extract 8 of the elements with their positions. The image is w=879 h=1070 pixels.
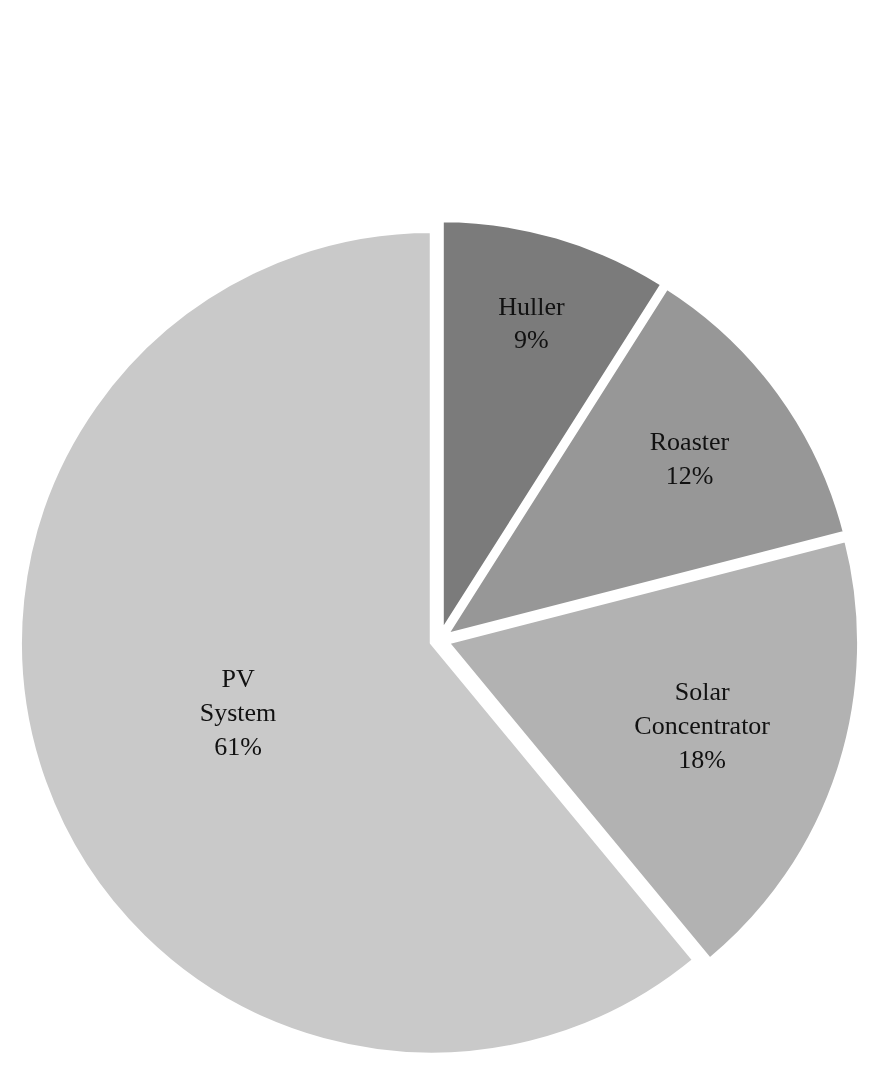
data-label: 12% [665,460,714,490]
slice-label: Solar Concentrator [634,677,771,740]
slice-label: PV System [199,664,277,728]
data-label: 18% [678,744,726,774]
data-label: 9% [514,325,549,355]
data-label: 61% [214,731,262,761]
slice-label: Huller [498,291,565,321]
slice-label: Roaster [649,426,730,456]
